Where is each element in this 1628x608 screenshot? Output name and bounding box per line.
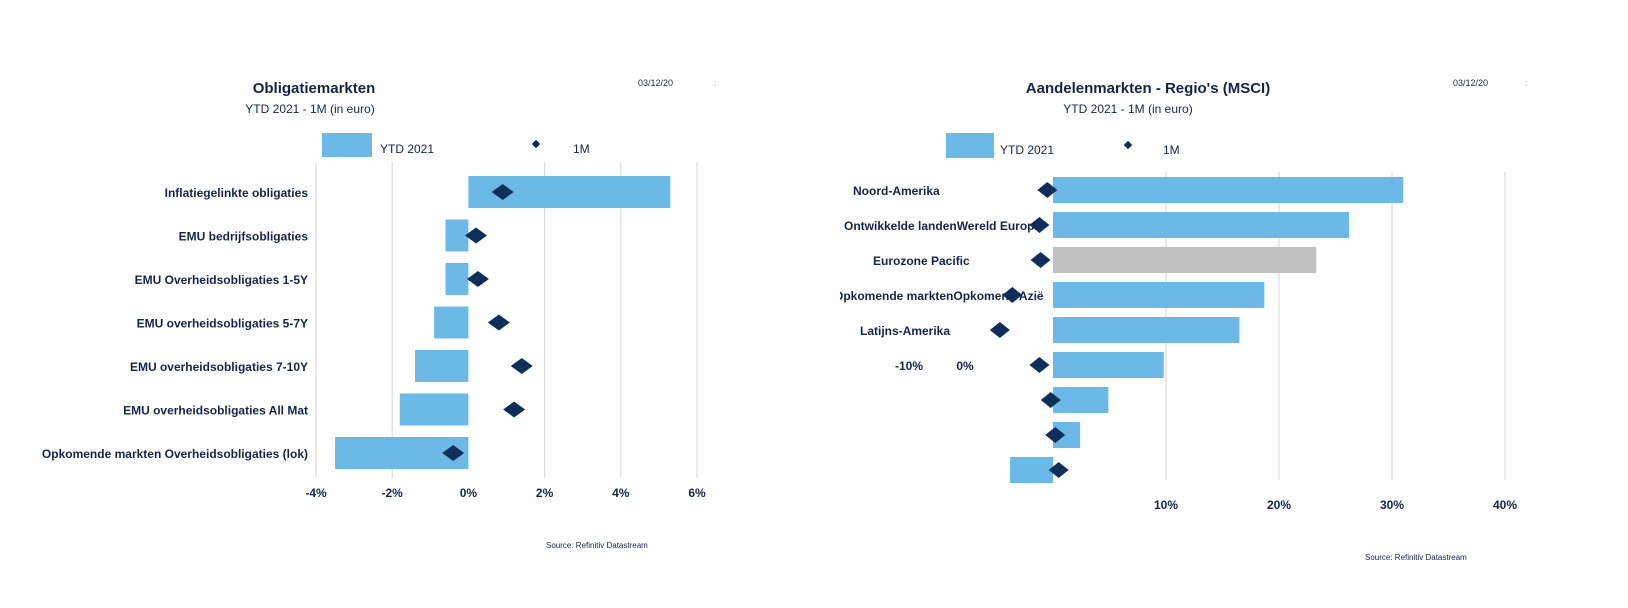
chart-date: 03/12/20 bbox=[638, 78, 674, 88]
ytd-bar bbox=[1053, 317, 1240, 343]
month-marker bbox=[466, 271, 489, 287]
ytd-bar bbox=[1053, 282, 1265, 308]
ytd-bar bbox=[1010, 457, 1053, 483]
ytd-bar bbox=[1053, 387, 1109, 413]
date-dot: : bbox=[1525, 78, 1528, 88]
month-marker bbox=[1048, 462, 1069, 478]
equity-plot: 10% 20% 30% 40% Noord-Amerika Ontwikkelde lan… bbox=[840, 172, 1517, 512]
month-marker bbox=[989, 322, 1010, 338]
chart-subtitle: YTD 2021 - 1M (in euro) bbox=[1063, 102, 1193, 116]
legend-bar-swatch bbox=[322, 133, 372, 157]
x-tick-label: 10% bbox=[1154, 498, 1178, 512]
ytd-bar bbox=[1053, 177, 1404, 203]
legend-bar-swatch bbox=[946, 133, 994, 158]
category-label: -10% 0% bbox=[895, 359, 974, 373]
chart-title: Aandelenmarkten - Regio's (MSCI) bbox=[1025, 80, 1271, 97]
category-label: EMU overheidsobligaties 5-7Y bbox=[137, 317, 308, 331]
x-tick-label: 6% bbox=[688, 486, 706, 500]
month-marker bbox=[1045, 427, 1066, 443]
category-label: Noord-Amerika bbox=[853, 184, 940, 198]
category-label: Ontwikkelde landenWereld Europa bbox=[844, 219, 1041, 233]
chart-title: Obligatiemarkten bbox=[252, 80, 376, 97]
month-marker bbox=[1002, 287, 1023, 303]
bond-markets-chart: Obligatiemarkten YTD 2021 - 1M (in euro)… bbox=[0, 0, 800, 608]
bond-plot: -4% -2% 0% 2% 4% 6% Inflatiegelinkte obligatie… bbox=[42, 162, 706, 500]
x-tick-label: -4% bbox=[305, 486, 327, 500]
ytd-bar bbox=[1053, 352, 1164, 378]
ytd-bar bbox=[1053, 247, 1317, 273]
category-label: EMU Overheidsobligaties 1-5Y bbox=[135, 273, 308, 287]
x-tick-label: 2% bbox=[536, 486, 554, 500]
x-tick-label: 20% bbox=[1267, 498, 1291, 512]
category-label: Latijns-Amerika bbox=[860, 324, 950, 338]
legend-bar-label: YTD 2021 bbox=[1000, 143, 1055, 157]
category-label: Eurozone Pacific bbox=[873, 254, 970, 268]
category-label: EMU bedrijfsobligaties bbox=[179, 230, 309, 244]
x-tick-label: 0% bbox=[460, 486, 478, 500]
category-label: Inflatiegelinkte obligaties bbox=[165, 186, 309, 200]
month-marker bbox=[487, 314, 510, 331]
month-marker bbox=[491, 184, 514, 200]
month-marker bbox=[510, 358, 533, 374]
chart-source: Source: Refinitiv Datastream bbox=[1365, 553, 1467, 562]
month-marker bbox=[1030, 252, 1051, 268]
month-marker bbox=[1029, 357, 1050, 373]
month-marker bbox=[1029, 217, 1050, 233]
x-tick-label: 40% bbox=[1493, 498, 1517, 512]
x-tick-label: 4% bbox=[612, 486, 630, 500]
x-tick-label: -2% bbox=[382, 486, 404, 500]
month-marker bbox=[1040, 392, 1061, 408]
ytd-bar bbox=[445, 263, 469, 295]
chart-subtitle: YTD 2021 - 1M (in euro) bbox=[245, 102, 375, 116]
chart-date: 03/12/20 bbox=[1453, 78, 1489, 88]
month-marker bbox=[1037, 182, 1058, 198]
category-label: Opkomende marktenOpkomend Azië bbox=[840, 289, 1044, 303]
category-label: Opkomende markten Overheidsobligaties (l… bbox=[42, 447, 308, 461]
ytd-bar bbox=[434, 306, 469, 339]
month-marker bbox=[465, 227, 488, 244]
category-label: EMU overheidsobligaties All Mat bbox=[123, 404, 308, 418]
equity-regions-chart: Aandelenmarkten - Regio's (MSCI) YTD 202… bbox=[840, 0, 1628, 608]
legend-marker-label: 1M bbox=[1163, 143, 1180, 157]
month-marker bbox=[442, 445, 465, 461]
chart-source: Source: Refinitiv Datastream bbox=[546, 541, 648, 550]
legend-bar-label: YTD 2021 bbox=[380, 142, 435, 156]
ytd-bar bbox=[445, 219, 469, 252]
x-tick-label: 30% bbox=[1380, 498, 1404, 512]
date-dot: : bbox=[714, 78, 717, 88]
legend-marker-label: 1M bbox=[573, 142, 590, 156]
category-label: EMU overheidsobligaties 7-10Y bbox=[130, 360, 308, 374]
month-marker bbox=[503, 401, 526, 418]
ytd-bar bbox=[415, 350, 469, 382]
ytd-bar bbox=[1053, 212, 1350, 238]
ytd-bar bbox=[399, 393, 469, 426]
